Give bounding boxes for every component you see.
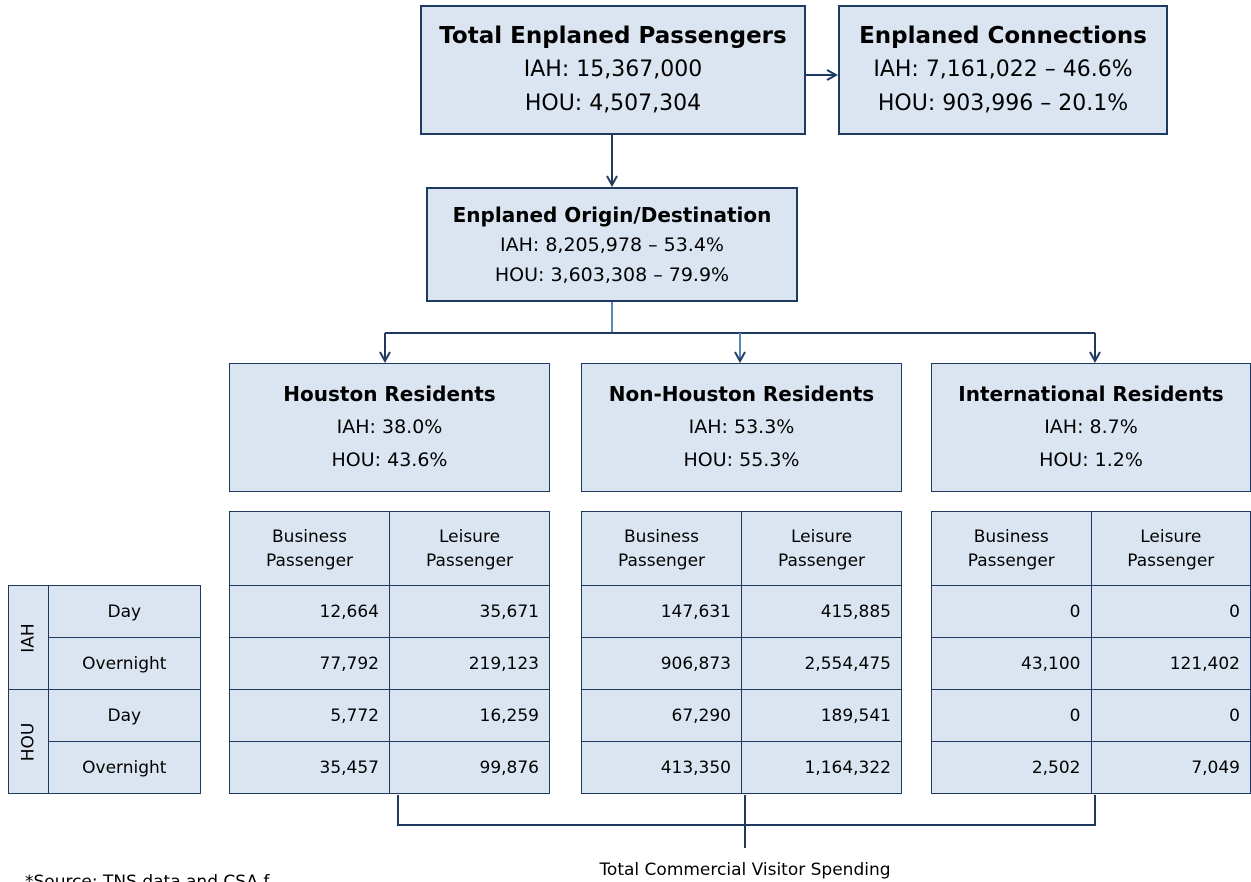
airport-cell: IAH bbox=[8, 585, 49, 690]
cell: 415,885 bbox=[741, 585, 902, 638]
data-table: Business Passenger Leisure Passenger 147,6… bbox=[581, 511, 902, 794]
header-cell: Leisure Passenger bbox=[741, 511, 902, 586]
row: 43,100 121,402 bbox=[931, 637, 1251, 690]
node-box: Enplaned Origin/Destination IAH: 8,205,97… bbox=[426, 187, 798, 302]
row: Overnight bbox=[9, 637, 202, 690]
node-line: HOU: 55.3% bbox=[683, 449, 800, 471]
row: 413,350 1,164,322 bbox=[581, 741, 902, 794]
node-box: International Residents IAH: 8.7% HOU: 1.2… bbox=[931, 363, 1251, 492]
cell: 35,457 bbox=[229, 741, 390, 794]
footnote: *Source: TNS data and CSA f bbox=[25, 872, 270, 882]
cell: 5,772 bbox=[229, 689, 390, 742]
cell: 906,873 bbox=[581, 637, 742, 690]
node-line: HOU: 4,507,304 bbox=[524, 91, 702, 116]
cell: 77,792 bbox=[229, 637, 390, 690]
node-line: IAH: 7,161,022 – 46.6% bbox=[873, 57, 1133, 82]
cell: 67,290 bbox=[581, 689, 742, 742]
node-line: HOU: 3,603,308 – 79.9% bbox=[494, 263, 730, 286]
cell: 1,164,322 bbox=[741, 741, 902, 794]
cell: 7,049 bbox=[1090, 741, 1251, 794]
cell: 0 bbox=[1090, 689, 1251, 742]
node-title: Enplaned Origin/Destination bbox=[452, 202, 772, 227]
cell: 2,554,475 bbox=[741, 637, 902, 690]
row: 906,873 2,554,475 bbox=[581, 637, 902, 690]
header-cell: Business Passenger bbox=[931, 511, 1092, 586]
node-line: HOU: 43.6% bbox=[331, 449, 448, 471]
row: IAH Day bbox=[8, 585, 202, 690]
cell: 16,259 bbox=[389, 689, 550, 742]
node-title: Houston Residents bbox=[283, 382, 496, 406]
node-title: Non-Houston Residents bbox=[608, 382, 875, 406]
row: 147,631 415,885 bbox=[581, 585, 902, 638]
data-table: Business Passenger Leisure Passenger 0 0 43,… bbox=[931, 511, 1251, 794]
node-line: IAH: 8.7% bbox=[1044, 416, 1138, 438]
row: 35,457 99,876 bbox=[229, 741, 550, 794]
row-label: Overnight bbox=[47, 741, 202, 794]
node-line: IAH: 8,205,978 – 53.4% bbox=[500, 233, 724, 256]
node-box: Total Enplaned Passengers IAH: 15,367,000… bbox=[420, 5, 806, 135]
data-table: Business Passenger Leisure Passenger 12,66… bbox=[229, 511, 550, 794]
row: HOU Day bbox=[8, 689, 202, 794]
row-label: Day bbox=[47, 585, 202, 638]
node-box: Houston Residents IAH: 38.0% HOU: 43.6% bbox=[229, 363, 550, 492]
row: 5,772 16,259 bbox=[229, 689, 550, 742]
cell: 147,631 bbox=[581, 585, 742, 638]
node-box: Enplaned Connections IAH: 7,161,022 – 46.… bbox=[838, 5, 1168, 135]
cell: 189,541 bbox=[741, 689, 902, 742]
node-line: IAH: 53.3% bbox=[688, 416, 795, 438]
header-row: Business Passenger Leisure Passenger bbox=[229, 511, 550, 586]
airport-cell: HOU bbox=[8, 689, 49, 794]
cell: 219,123 bbox=[389, 637, 550, 690]
row: 67,290 189,541 bbox=[581, 689, 902, 742]
node-title: Enplaned Connections bbox=[859, 23, 1147, 49]
bracket bbox=[397, 795, 1096, 826]
node-title: International Residents bbox=[958, 382, 1224, 406]
node-box: Non-Houston Residents IAH: 53.3% HOU: 55.3… bbox=[581, 363, 902, 492]
node-line: HOU: 903,996 – 20.1% bbox=[877, 91, 1129, 116]
node-line: IAH: 38.0% bbox=[336, 416, 443, 438]
header-row: Business Passenger Leisure Passenger bbox=[931, 511, 1251, 586]
airport-label: IAH bbox=[18, 622, 39, 653]
cell: 43,100 bbox=[931, 637, 1092, 690]
node-title: Total Enplaned Passengers bbox=[439, 23, 787, 49]
cell: 0 bbox=[931, 585, 1092, 638]
footer-label: Total Commercial Visitor Spending bbox=[599, 860, 891, 880]
cell: 35,671 bbox=[389, 585, 550, 638]
cell: 12,664 bbox=[229, 585, 390, 638]
row: 2,502 7,049 bbox=[931, 741, 1251, 794]
cell: 413,350 bbox=[581, 741, 742, 794]
row: Overnight bbox=[9, 741, 202, 794]
cell: 99,876 bbox=[389, 741, 550, 794]
cell: 2,502 bbox=[931, 741, 1092, 794]
header-cell: Business Passenger bbox=[581, 511, 742, 586]
header-cell: Business Passenger bbox=[229, 511, 390, 586]
node-line: HOU: 1.2% bbox=[1039, 449, 1143, 471]
cell: 121,402 bbox=[1090, 637, 1251, 690]
cell: 0 bbox=[931, 689, 1092, 742]
row: 12,664 35,671 bbox=[229, 585, 550, 638]
cell: 0 bbox=[1090, 585, 1251, 638]
header-cell: Leisure Passenger bbox=[389, 511, 550, 586]
row-label: Overnight bbox=[47, 637, 202, 690]
header-row: Business Passenger Leisure Passenger bbox=[581, 511, 902, 586]
airport-label: HOU bbox=[18, 722, 39, 761]
row-label: Day bbox=[47, 689, 202, 742]
row: 77,792 219,123 bbox=[229, 637, 550, 690]
row-label-table: IAH Day Overnight HOU Day Overnight bbox=[8, 585, 202, 794]
node-line: IAH: 15,367,000 bbox=[523, 57, 703, 82]
header-cell: Leisure Passenger bbox=[1090, 511, 1251, 586]
